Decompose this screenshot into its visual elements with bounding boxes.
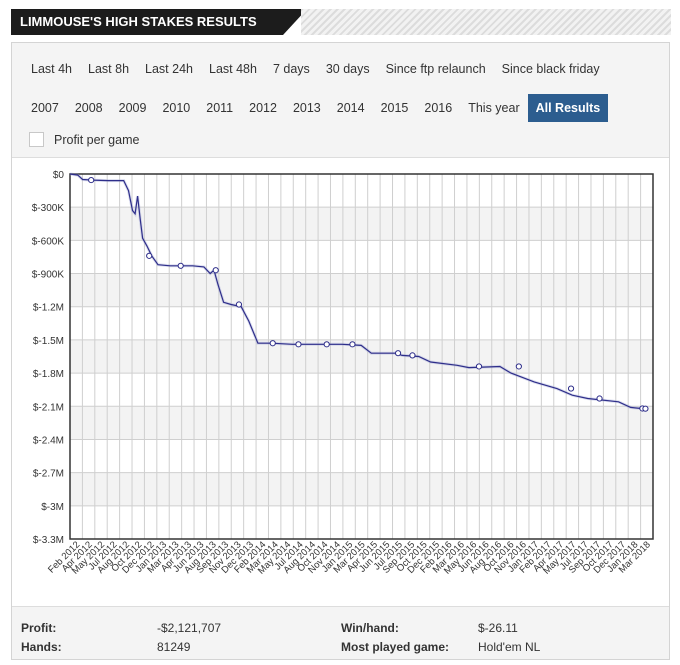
series-marker — [146, 252, 153, 259]
y-tick-label: $-3.3M — [33, 535, 64, 546]
filter-2008-button[interactable]: 2008 — [74, 101, 103, 115]
filter-2013-button[interactable]: 2013 — [292, 101, 321, 115]
page-title: LIMMOUSE'S HIGH STAKES RESULTS — [11, 9, 283, 35]
series-marker — [475, 363, 483, 370]
chart-band — [70, 207, 653, 241]
profit-per-game-checkbox[interactable] — [29, 132, 44, 147]
y-tick-label: $-600K — [32, 236, 65, 247]
series-marker — [295, 341, 302, 348]
most-played-label: Most played game: — [341, 640, 450, 654]
y-tick-label: $-300K — [32, 203, 65, 214]
y-tick-label: $-3M — [41, 502, 64, 513]
chart-band — [70, 406, 653, 440]
series-line — [69, 173, 646, 410]
filter-last-8h-button[interactable]: Last 8h — [88, 62, 130, 76]
series-marker — [394, 350, 402, 357]
filter-this-year-button[interactable]: This year — [468, 101, 520, 115]
y-tick-label: $-900K — [32, 270, 65, 281]
chart-plot-frame — [69, 173, 654, 540]
chart-band — [70, 273, 653, 307]
y-tick-label: $-2.4M — [33, 435, 64, 446]
winhand-value: $-26.11 — [478, 621, 518, 635]
filter-2014-button[interactable]: 2014 — [336, 101, 365, 115]
hands-value: 81249 — [157, 640, 191, 654]
series-marker — [349, 341, 356, 348]
series-marker — [642, 405, 649, 412]
y-tick-label: $-1.2M — [33, 303, 64, 314]
filter-30-days-button[interactable]: 30 days — [325, 62, 370, 76]
filter-7-days-button[interactable]: 7 days — [272, 62, 310, 76]
profit-per-game-option[interactable]: Profit per game — [29, 132, 139, 147]
y-tick-label: $-1.8M — [33, 369, 64, 380]
winhand-label: Win/hand: — [341, 621, 399, 635]
profit-value: -$2,121,707 — [157, 621, 222, 635]
profit-label: Profit: — [21, 621, 57, 635]
filter-2009-button[interactable]: 2009 — [118, 101, 147, 115]
filter-row-years: 2007 2008 2009 2010 2011 2012 2013 2014 2015 2016… — [23, 94, 609, 122]
series-marker — [409, 352, 416, 359]
filter-since-black-friday-button[interactable]: Since black friday — [501, 62, 600, 76]
series-marker — [515, 363, 522, 370]
title-bar: LIMMOUSE'S HIGH STAKES RESULTS — [11, 9, 671, 35]
results-line-chart: $0 $-300K $-600K $-900K $-1.2M $-1.5M $-1.8M $-… — [32, 170, 654, 577]
filter-last-4h-button[interactable]: Last 4h — [31, 62, 73, 76]
title-stripes-decoration — [301, 9, 671, 35]
filter-last-48h-button[interactable]: Last 48h — [209, 62, 257, 76]
y-tick-label: $0 — [53, 170, 65, 181]
y-tick-label: $-2.1M — [33, 402, 64, 413]
filter-2007-button[interactable]: 2007 — [31, 101, 59, 115]
filter-all-results-button[interactable]: All Results — [527, 94, 609, 122]
results-panel: Last 4h Last 8h Last 24h Last 48h 7 days 30 d… — [11, 42, 670, 660]
hands-label: Hands: — [21, 640, 62, 654]
filter-2015-button[interactable]: 2015 — [380, 101, 409, 115]
series-marker — [269, 340, 276, 347]
filter-2012-button[interactable]: 2012 — [249, 101, 277, 115]
series-marker — [596, 395, 603, 402]
series-marker — [212, 267, 219, 274]
most-played-value: Hold'em NL — [478, 640, 541, 654]
chart-band — [70, 472, 653, 506]
y-tick-label: $-1.5M — [33, 336, 64, 347]
series-marker — [567, 385, 575, 392]
filter-2010-button[interactable]: 2010 — [162, 101, 191, 115]
stats-footer: Profit: -$2,121,707 Hands: 81249 Win/han… — [12, 607, 669, 659]
series-marker — [177, 262, 184, 269]
filter-2011-button[interactable]: 2011 — [206, 101, 234, 115]
series-marker — [323, 341, 330, 348]
series-marker — [235, 301, 243, 308]
filter-since-ftp-relaunch-button[interactable]: Since ftp relaunch — [385, 62, 486, 76]
y-tick-label: $-2.7M — [33, 469, 64, 480]
chart-area: $0 $-300K $-600K $-900K $-1.2M $-1.5M $-1.8M $-… — [12, 157, 669, 607]
profit-per-game-label: Profit per game — [54, 132, 140, 147]
filter-2016-button[interactable]: 2016 — [424, 101, 453, 115]
series-marker — [88, 176, 95, 184]
filter-row-periods: Last 4h Last 8h Last 24h Last 48h 7 days 30 d… — [23, 55, 608, 83]
filter-bar: Last 4h Last 8h Last 24h Last 48h 7 days 30 d… — [12, 43, 669, 157]
filter-last-24h-button[interactable]: Last 24h — [145, 62, 193, 76]
